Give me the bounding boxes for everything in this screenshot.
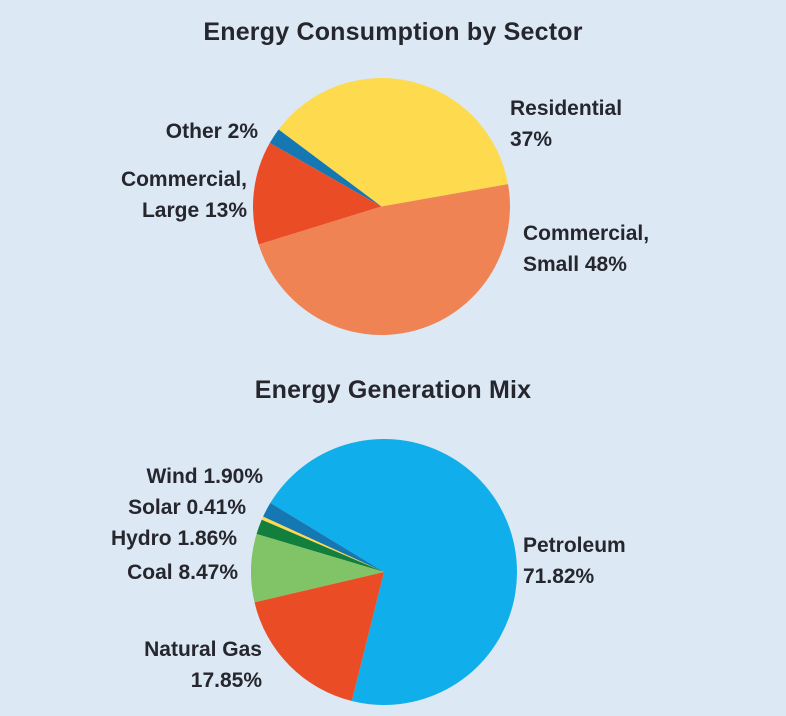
pie-slice-petroleum <box>270 439 517 705</box>
pie-slice-hydro <box>256 519 384 572</box>
pie-label-wind: Wind 1.90% <box>146 465 263 488</box>
pie-label-commercial-large: Commercial, Large 13% <box>120 168 247 222</box>
pie-slice-other <box>269 129 382 207</box>
pie-label-commercial-small: Commercial, Small 48% <box>523 222 650 276</box>
pie-slice-commercial-large <box>253 143 382 245</box>
pie-label-petroleum: Petroleum 71.82% <box>523 534 626 588</box>
chart-title-energy-generation: Energy Generation Mix <box>254 376 532 404</box>
pie-slice-commercial-small <box>258 184 510 335</box>
pie-label-other: Other 2% <box>165 120 258 143</box>
pie-slice-wind <box>263 502 384 572</box>
pie-chart-energy-generation <box>251 439 517 705</box>
pie-label-hydro: Hydro 1.86% <box>110 527 237 550</box>
pie-slice-residential <box>278 78 509 207</box>
pie-label-residential: Residential 37% <box>510 97 623 151</box>
pie-chart-energy-consumption <box>253 78 510 335</box>
pie-slice-coal <box>251 533 384 603</box>
pie-label-solar: Solar 0.41% <box>128 496 246 519</box>
chart-title-energy-consumption: Energy Consumption by Sector <box>203 18 583 46</box>
pie-slice-natural-gas <box>254 572 384 702</box>
pie-slice-solar <box>261 516 384 572</box>
pie-label-natural-gas: Natural Gas 17.85% <box>144 638 262 692</box>
pie-label-coal: Coal 8.47% <box>127 561 238 584</box>
